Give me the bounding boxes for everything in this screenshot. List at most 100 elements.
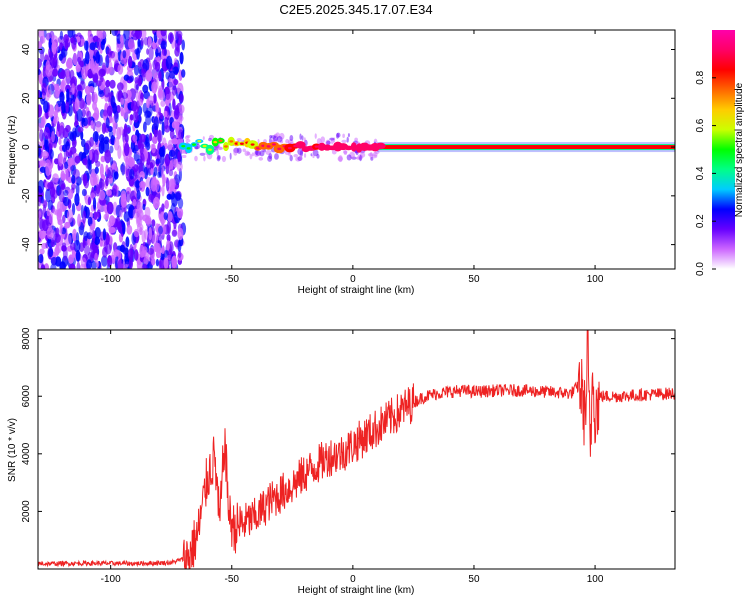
heatmap-cell: [371, 154, 378, 159]
heatmap-cell: [152, 135, 158, 145]
spectrogram-x-label: Height of straight line (km): [298, 285, 415, 296]
heatmap-cell: [71, 37, 77, 50]
heatmap-cell: [59, 261, 66, 269]
heatmap-cell: [126, 224, 133, 235]
heatmap-cell: [208, 137, 212, 142]
heatmap-cell: [145, 141, 151, 151]
heatmap-cell: [94, 227, 101, 239]
heatmap-cell: [91, 230, 96, 244]
heatmap-cell: [172, 98, 176, 111]
colorbar-tick-label: 0.0: [695, 262, 706, 276]
heatmap-cell: [171, 158, 179, 165]
heatmap-cell: [64, 221, 71, 229]
heatmap-cell: [173, 78, 179, 86]
heatmap-cell: [112, 123, 117, 137]
heatmap-cell: [64, 38, 69, 52]
heatmap-cell: [72, 52, 78, 66]
heatmap-cell: [123, 142, 130, 157]
heatmap-cell: [153, 93, 157, 104]
heatmap-cell: [112, 183, 118, 197]
heatmap-cell: [134, 180, 141, 189]
heatmap-cell: [90, 57, 95, 71]
heatmap-cell: [57, 218, 63, 226]
heatmap-cell: [168, 169, 174, 177]
heatmap-cell: [320, 136, 325, 144]
heatmap-cell: [140, 30, 147, 40]
heatmap-cell: [167, 139, 173, 151]
colorbar-tick-label: 0.8: [695, 70, 706, 84]
heatmap-cell: [119, 209, 123, 218]
heatmap-cell: [259, 150, 265, 157]
heatmap-cell: [149, 132, 153, 142]
heatmap-cell: [199, 152, 206, 156]
heatmap-cell: [155, 258, 160, 267]
heatmap-cell: [132, 208, 139, 219]
heatmap-cell: [136, 47, 140, 60]
figure-title: C2E5.2025.345.17.07.E34: [279, 2, 432, 17]
heatmap-cell: [87, 116, 92, 126]
heatmap-cell: [114, 110, 119, 123]
heatmap-cell: [251, 152, 255, 157]
heatmap-cell: [144, 229, 149, 240]
heatmap-cell: [39, 248, 45, 255]
heatmap-cell: [113, 137, 120, 151]
heatmap-cell: [298, 143, 303, 147]
heatmap-cell: [108, 226, 116, 234]
heatmap-cell: [85, 50, 90, 65]
heatmap-cell: [351, 145, 356, 149]
heatmap-cell: [123, 106, 129, 120]
heatmap-cell: [47, 181, 55, 190]
y-tick-label: 20: [21, 92, 32, 104]
heatmap-cell: [53, 117, 58, 125]
heatmap-cell: [106, 201, 114, 215]
heatmap-cell: [76, 261, 81, 269]
heatmap-cell: [123, 30, 130, 40]
heatmap-cell: [155, 102, 160, 114]
heatmap-cell: [117, 221, 122, 233]
heatmap-cell: [160, 30, 167, 37]
heatmap-cell: [166, 239, 170, 251]
heatmap-cell: [127, 55, 133, 69]
heatmap-cell: [177, 240, 182, 253]
heatmap-cell: [107, 254, 113, 268]
heatmap-cell: [39, 160, 46, 167]
heatmap-cell: [59, 30, 64, 40]
heatmap-cell: [161, 184, 165, 197]
heatmap-cell: [59, 224, 63, 234]
heatmap-cell: [117, 259, 124, 269]
heatmap-cell: [160, 40, 167, 50]
heatmap-cell: [107, 48, 112, 59]
heatmap-cell: [52, 68, 59, 77]
heatmap-cell: [148, 227, 153, 241]
heatmap-cell: [96, 209, 101, 218]
heatmap-cell: [293, 153, 299, 158]
heatmap-cell: [61, 100, 66, 114]
heatmap-cell: [145, 186, 150, 197]
heatmap-cell: [128, 155, 133, 166]
snr-series-line: [38, 330, 675, 569]
x-tick-label: -50: [225, 274, 240, 285]
heatmap-cell: [125, 236, 130, 248]
heatmap-cell: [47, 199, 53, 211]
colorbar-tick-label: 0.2: [695, 214, 706, 228]
heatmap-cell: [76, 84, 82, 92]
heatmap-cell: [216, 149, 219, 157]
heatmap-cell: [165, 161, 170, 175]
y-tick-label: 6000: [21, 385, 32, 408]
heatmap-cell: [48, 248, 54, 258]
heatmap-cell: [126, 190, 131, 203]
heatmap-cell: [45, 162, 51, 177]
heatmap-cell: [346, 136, 349, 143]
heatmap-cell: [75, 182, 80, 197]
heatmap-cell: [60, 173, 67, 181]
heatmap-cell: [44, 139, 48, 150]
heatmap-cell: [98, 190, 106, 201]
heatmap-cell: [133, 64, 140, 76]
colorbar-bar: [712, 30, 735, 269]
heatmap-cell: [65, 169, 69, 182]
heatmap-cell: [80, 130, 84, 141]
heatmap-cell: [99, 68, 106, 76]
heatmap-cell: [145, 215, 152, 227]
heatmap-cell: [45, 60, 51, 71]
heatmap-cell: [316, 153, 320, 159]
